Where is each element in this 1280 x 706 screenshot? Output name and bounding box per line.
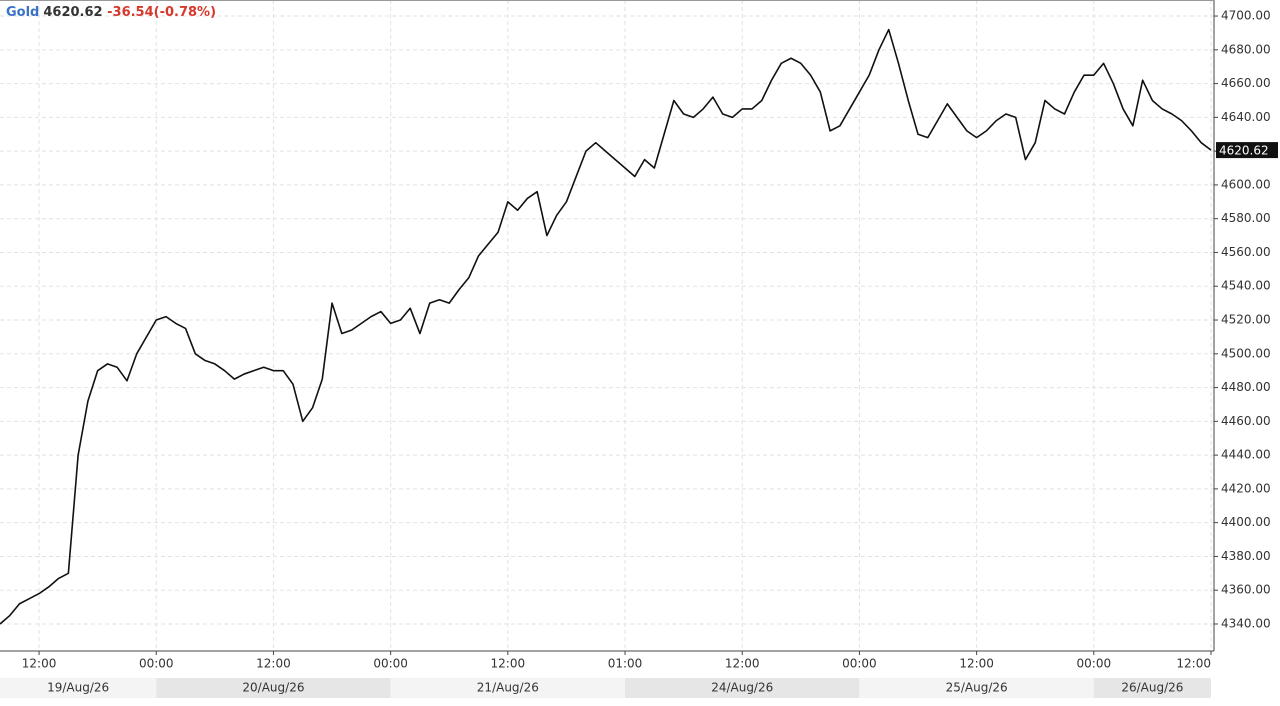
y-tick-label: 4700.00 <box>1221 9 1271 23</box>
y-tick-label: 4480.00 <box>1221 380 1271 394</box>
date-label: 24/Aug/26 <box>711 681 773 695</box>
x-tick-label: 12:00 <box>256 657 291 671</box>
x-tick-label: 00:00 <box>139 657 174 671</box>
date-band <box>859 678 1094 698</box>
date-band <box>156 678 391 698</box>
date-band <box>625 678 860 698</box>
y-tick-label: 4520.00 <box>1221 313 1271 327</box>
y-tick-label: 4380.00 <box>1221 549 1271 563</box>
y-tick-label: 4660.00 <box>1221 76 1271 90</box>
x-tick-label: 00:00 <box>842 657 877 671</box>
x-tick-label: 12:00 <box>22 657 57 671</box>
y-tick-label: 4600.00 <box>1221 177 1271 191</box>
last-price: 4620.62 <box>43 5 103 20</box>
date-band <box>1093 678 1211 698</box>
y-tick-label: 4680.00 <box>1221 42 1271 56</box>
y-tick-label: 4400.00 <box>1221 515 1271 529</box>
symbol: Gold <box>6 5 40 20</box>
y-tick-label: 4440.00 <box>1221 448 1271 462</box>
y-tick-label: 4580.00 <box>1221 211 1271 225</box>
y-tick-label: 4560.00 <box>1221 245 1271 259</box>
y-tick-label: 4360.00 <box>1221 583 1271 597</box>
y-tick-label: 4500.00 <box>1221 346 1271 360</box>
y-tick-label: 4540.00 <box>1221 279 1271 293</box>
date-label: 19/Aug/26 <box>47 681 109 695</box>
x-tick-label: 01:00 <box>608 657 643 671</box>
date-label: 26/Aug/26 <box>1121 681 1183 695</box>
x-tick-label: 12:00 <box>491 657 526 671</box>
last-price-box <box>1216 142 1278 159</box>
date-label: 20/Aug/26 <box>242 681 304 695</box>
y-tick-label: 4420.00 <box>1221 481 1271 495</box>
date-band <box>390 678 626 698</box>
date-label: 21/Aug/26 <box>477 681 539 695</box>
y-tick-label: 4640.00 <box>1221 110 1271 124</box>
date-band <box>0 678 157 698</box>
x-tick-label: 00:00 <box>373 657 408 671</box>
price-change: -36.54(-0.78%) <box>107 5 217 20</box>
header: Gold 4620.62 -36.54(-0.78%) <box>6 5 220 20</box>
x-tick-label: 12:00 <box>959 657 994 671</box>
last-price-label: 4620.62 <box>1219 144 1269 158</box>
y-tick-label: 4340.00 <box>1221 616 1271 630</box>
date-label: 25/Aug/26 <box>946 681 1008 695</box>
x-tick-label: 12:00 <box>1176 657 1211 671</box>
x-tick-label: 00:00 <box>1077 657 1112 671</box>
x-tick-label: 12:00 <box>725 657 760 671</box>
y-tick-label: 4460.00 <box>1221 414 1271 428</box>
price-line <box>0 28 1212 625</box>
